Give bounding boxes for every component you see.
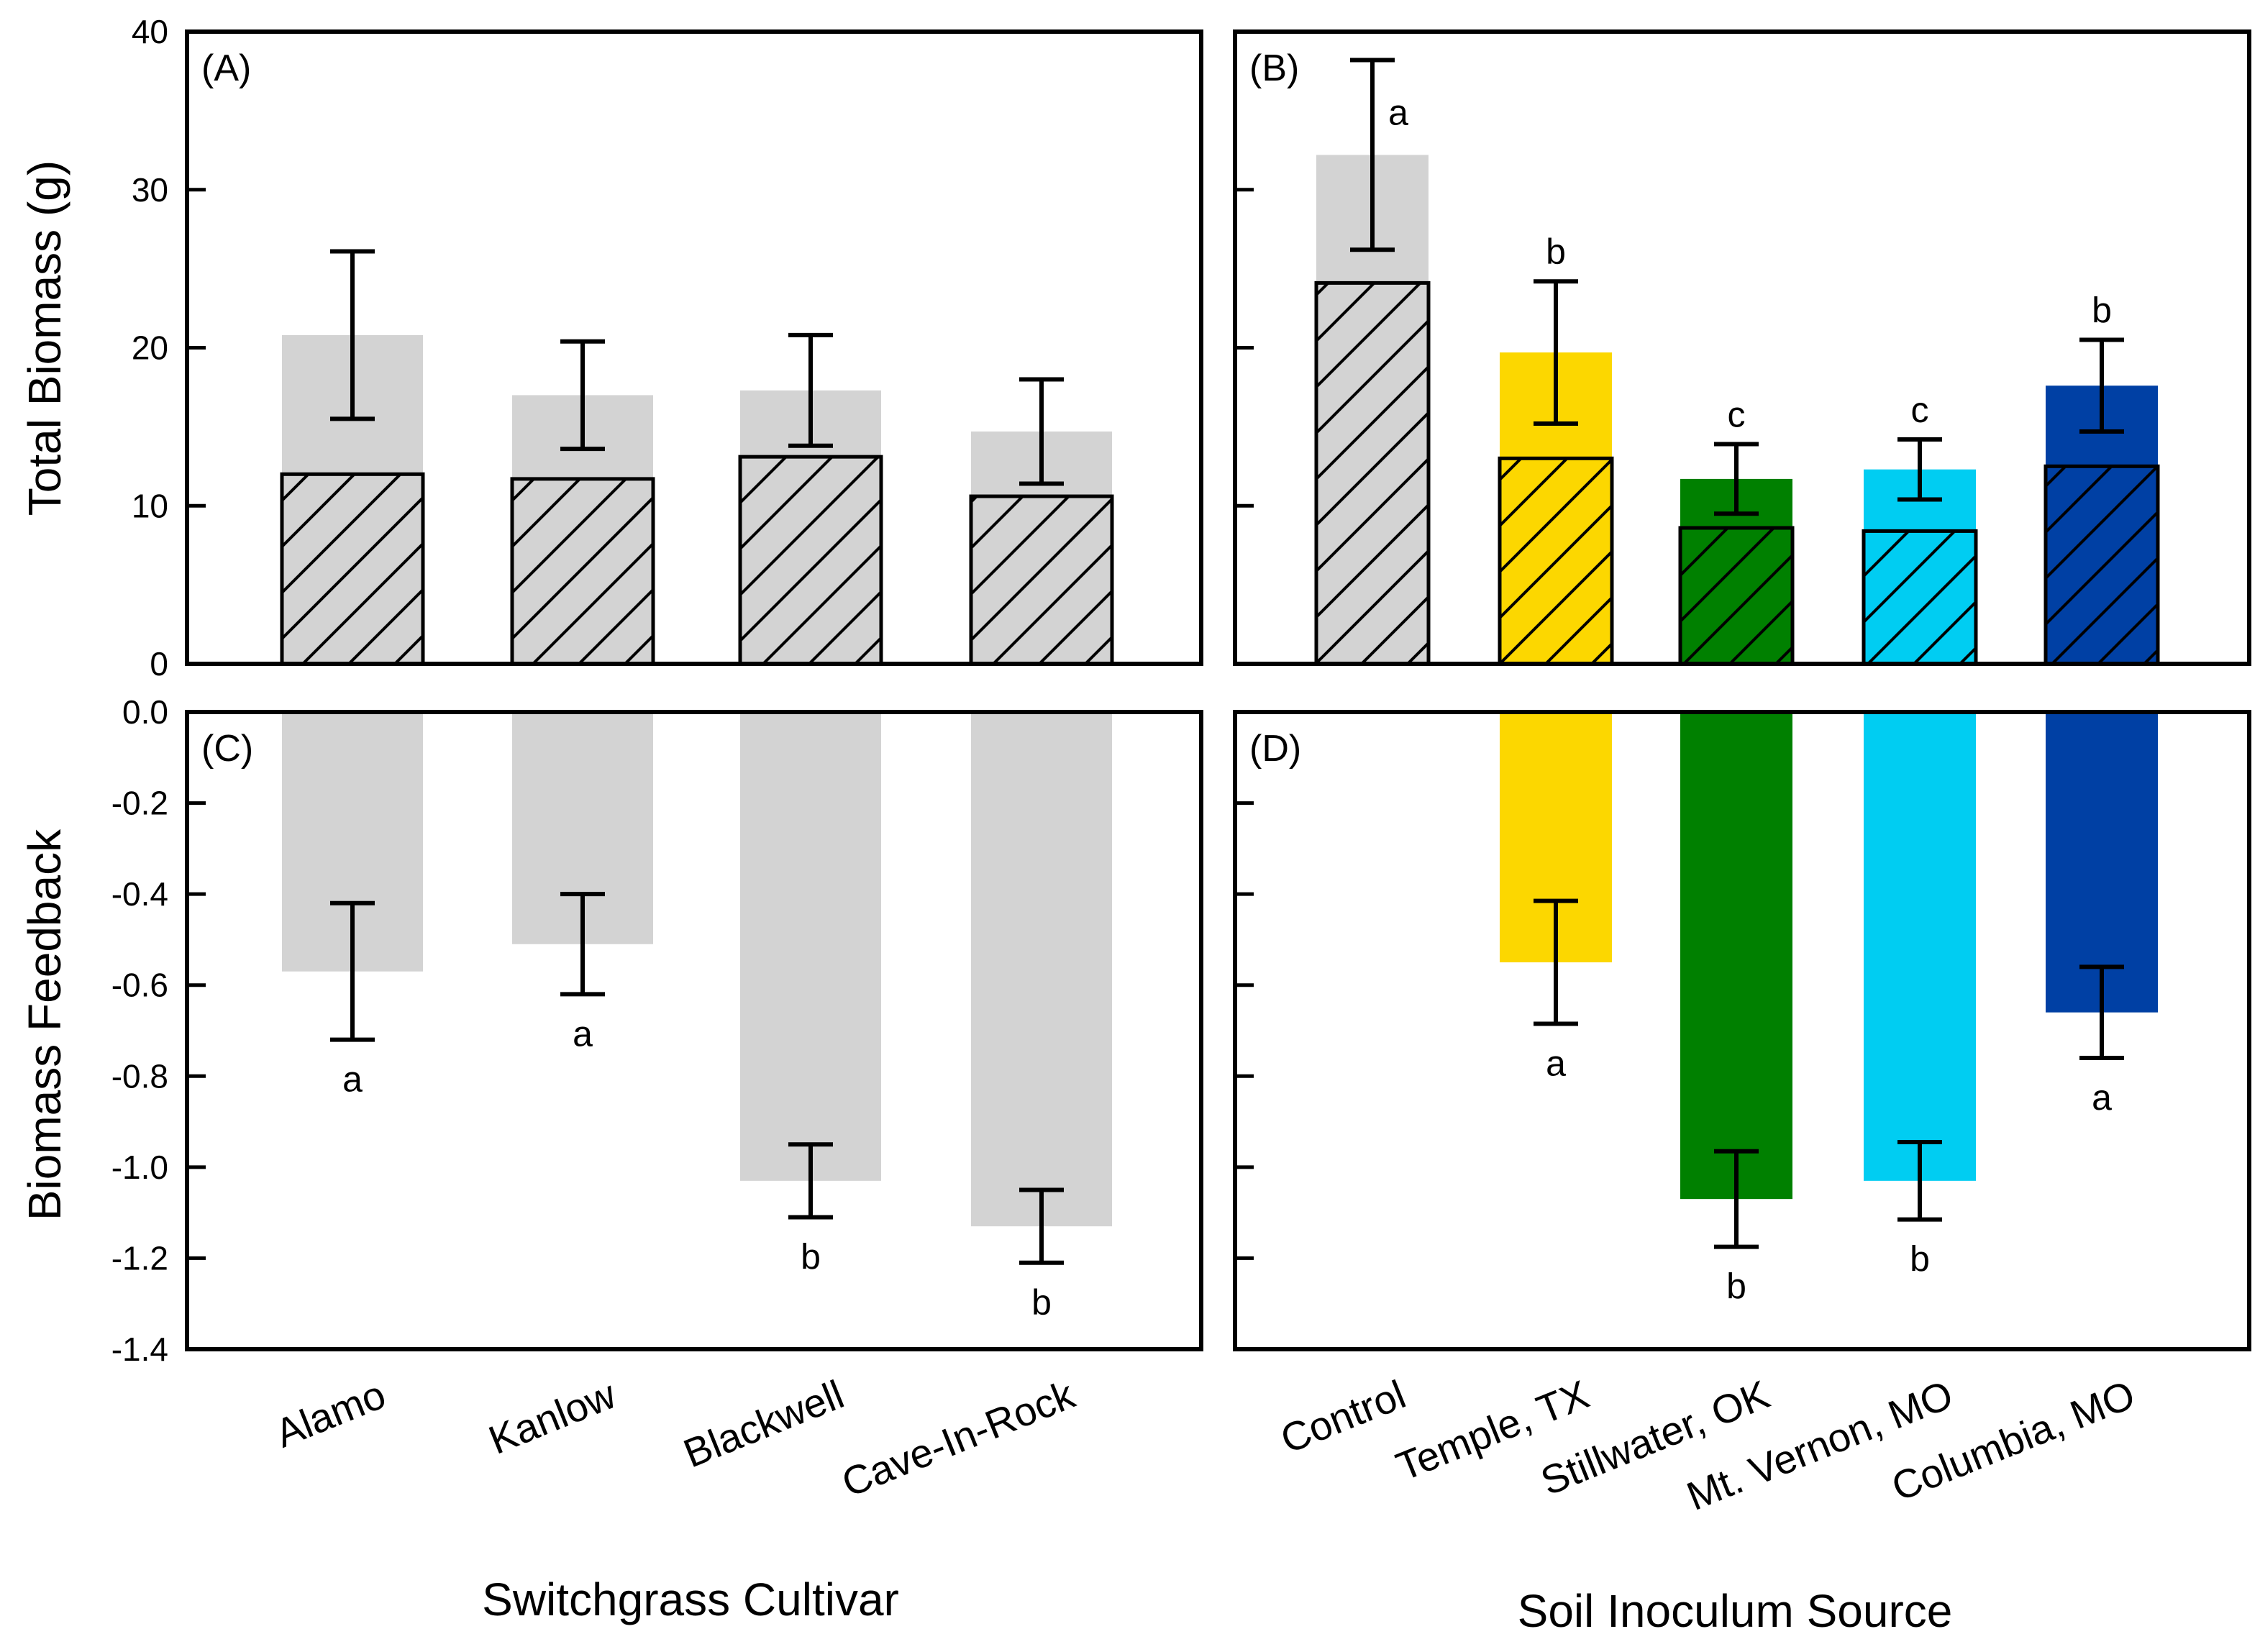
x-tick-label: Alamo	[269, 1372, 392, 1456]
significance-letter: c	[1911, 390, 1929, 430]
significance-letter: a	[573, 1013, 593, 1054]
bar	[2046, 712, 2158, 1013]
significance-letter: b	[2092, 291, 2112, 331]
hatched-bar	[969, 494, 1114, 666]
hatched-bar	[280, 472, 425, 666]
y-tick-label: -1.2	[111, 1239, 168, 1277]
significance-letter: a	[1388, 93, 1408, 133]
bar	[971, 712, 1112, 1227]
x-tick-label: Kanlow	[483, 1372, 622, 1463]
hatched-bar	[738, 455, 883, 666]
hatched-bar	[1678, 526, 1795, 666]
panel-label: (B)	[1249, 47, 1299, 89]
significance-letter: a	[2092, 1077, 2112, 1118]
x-axis-title-left: Switchgrass Cultivar	[482, 1574, 899, 1625]
y-tick-label: -0.2	[111, 785, 168, 822]
panel-d-frame	[1233, 710, 2251, 1351]
y-tick-label: -0.8	[111, 1057, 168, 1095]
panel-b-frame	[1233, 29, 2251, 666]
hatched-bar	[1862, 529, 1978, 666]
y-tick-label: 20	[132, 329, 168, 367]
hatched-bar	[510, 477, 655, 666]
panel-c: -1.4 -1.2 -1.0 -0.8 -0.6 -0.4 -0.2 0.0 (C) a Alamo…	[111, 693, 1112, 1505]
y-tick-label: 0	[150, 645, 168, 683]
significance-letter: b	[1910, 1239, 1930, 1279]
y-tick-label: -1.4	[111, 1331, 168, 1368]
bar	[1864, 712, 1976, 1181]
panel-label: (D)	[1249, 728, 1301, 770]
hatched-bar	[1498, 456, 1614, 666]
significance-letter: b	[1726, 1267, 1746, 1307]
y-axis-title-top: Total Biomass (g)	[19, 160, 70, 516]
y-tick-label: -1.0	[111, 1149, 168, 1186]
y-tick-label: 40	[132, 13, 168, 50]
hatched-bar	[2043, 464, 2160, 666]
x-tick-label: Blackwell	[677, 1372, 849, 1477]
significance-letter: b	[801, 1236, 821, 1277]
panel-a-frame	[185, 29, 1203, 666]
panel-label: (C)	[201, 728, 253, 770]
panel-a: 0 10 20 30 40 (A)	[132, 13, 1114, 683]
hatched-bar	[1314, 280, 1431, 666]
bar	[740, 712, 881, 1181]
y-tick-label: -0.6	[111, 967, 168, 1004]
x-axis-title-right: Soil Inoculum Source	[1518, 1585, 1953, 1637]
y-tick-label: -0.4	[111, 875, 168, 913]
significance-letter: c	[1728, 395, 1746, 435]
y-tick-label: 30	[132, 171, 168, 209]
panel-label: (A)	[201, 47, 251, 89]
panel-b: (B) a b c c b	[1235, 29, 2160, 666]
bar	[1680, 712, 1792, 1200]
significance-letter: b	[1031, 1282, 1052, 1323]
y-axis-title-bottom: Biomass Feedback	[19, 829, 70, 1220]
significance-letter: a	[1546, 1044, 1566, 1084]
y-tick-label: 10	[132, 487, 168, 524]
panel-c-frame	[185, 710, 1203, 1351]
x-tick-label: Cave-In-Rock	[835, 1371, 1081, 1505]
significance-letter: b	[1546, 232, 1566, 272]
significance-letter: a	[342, 1059, 363, 1100]
y-tick-label: 0.0	[122, 693, 168, 731]
